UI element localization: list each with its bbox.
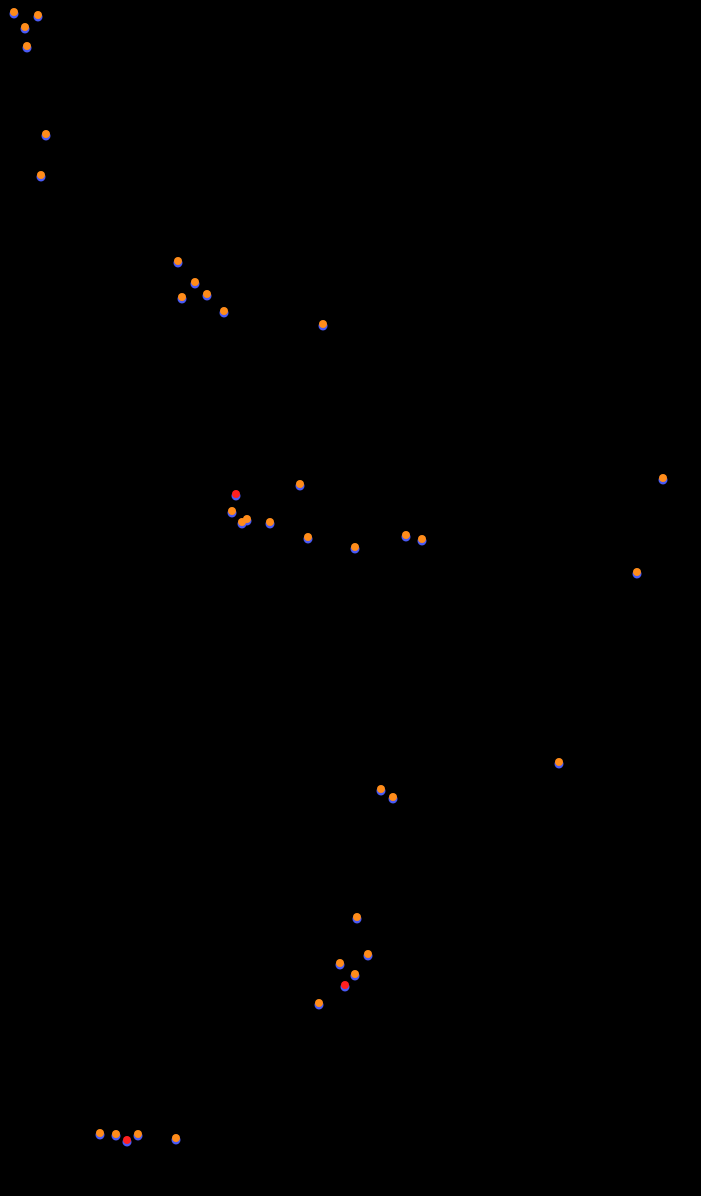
scatter-point: [351, 543, 359, 551]
scatter-point: [191, 278, 199, 286]
scatter-point: [266, 518, 274, 526]
scatter-point: [351, 970, 359, 978]
scatter-point: [389, 793, 397, 801]
scatter-point: [377, 785, 385, 793]
scatter-point: [174, 257, 182, 265]
scatter-plot: [0, 0, 701, 1196]
scatter-point: [418, 535, 426, 543]
scatter-point: [34, 11, 42, 19]
scatter-point: [178, 293, 186, 301]
scatter-point: [296, 480, 304, 488]
scatter-point: [353, 913, 361, 921]
scatter-point: [220, 307, 228, 315]
scatter-point: [96, 1129, 104, 1137]
scatter-point: [659, 474, 667, 482]
scatter-point: [203, 290, 211, 298]
scatter-point: [238, 518, 246, 526]
scatter-point: [21, 23, 29, 31]
scatter-point: [10, 8, 18, 16]
scatter-point: [555, 758, 563, 766]
scatter-point: [304, 533, 312, 541]
scatter-point: [123, 1136, 131, 1144]
scatter-point: [112, 1130, 120, 1138]
scatter-point: [37, 171, 45, 179]
scatter-point: [633, 568, 641, 576]
scatter-point: [402, 531, 410, 539]
scatter-point: [134, 1130, 142, 1138]
scatter-point: [341, 981, 349, 989]
scatter-point: [23, 42, 31, 50]
scatter-point: [172, 1134, 180, 1142]
scatter-point: [336, 959, 344, 967]
scatter-point: [42, 130, 50, 138]
scatter-point: [228, 507, 236, 515]
scatter-point: [364, 950, 372, 958]
scatter-point: [315, 999, 323, 1007]
scatter-point: [319, 320, 327, 328]
scatter-point: [232, 490, 240, 498]
